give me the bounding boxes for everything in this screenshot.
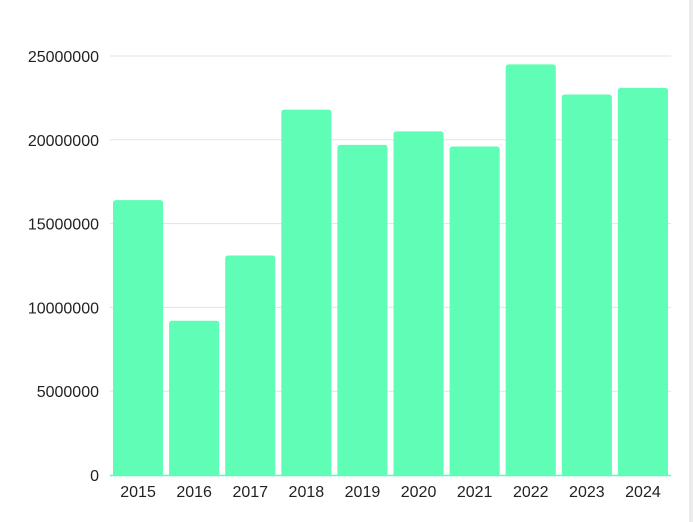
x-tick-label: 2015 (120, 484, 156, 501)
x-tick-label: 2021 (457, 484, 493, 501)
bar-2020 (393, 131, 444, 476)
y-axis-ticks: 0 5000000 10000000 15000000 20000000 25000000 (28, 49, 99, 485)
y-tick-label: 25000000 (28, 49, 99, 66)
x-tick-label: 2024 (625, 484, 661, 501)
y-tick-label: 10000000 (28, 300, 99, 317)
bars (113, 64, 668, 476)
x-tick-label: 2023 (569, 484, 605, 501)
bar-2024 (617, 87, 668, 476)
bar-2015 (113, 200, 164, 476)
x-tick-label: 2020 (401, 484, 437, 501)
window-edge (689, 0, 693, 522)
x-tick-label: 2017 (232, 484, 268, 501)
bar-2022 (505, 64, 556, 475)
x-tick-label: 2016 (176, 484, 212, 501)
y-tick-label: 0 (90, 468, 99, 485)
bar-2017 (225, 255, 276, 475)
y-tick-label: 15000000 (28, 217, 99, 234)
y-tick-label: 5000000 (37, 384, 99, 401)
bar-2019 (337, 144, 388, 475)
x-axis-ticks: 2015 2016 2017 2018 2019 2020 2021 2022 2023 2024 (120, 484, 661, 501)
bar-2016 (169, 320, 220, 475)
x-tick-label: 2022 (513, 484, 549, 501)
bar-2023 (561, 94, 612, 475)
x-tick-label: 2019 (345, 484, 381, 501)
bar-2018 (281, 109, 332, 475)
x-tick-label: 2018 (289, 484, 325, 501)
y-tick-label: 20000000 (28, 133, 99, 150)
bar-2021 (449, 146, 500, 475)
